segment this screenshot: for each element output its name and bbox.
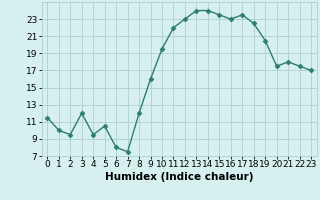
X-axis label: Humidex (Indice chaleur): Humidex (Indice chaleur) — [105, 172, 253, 182]
